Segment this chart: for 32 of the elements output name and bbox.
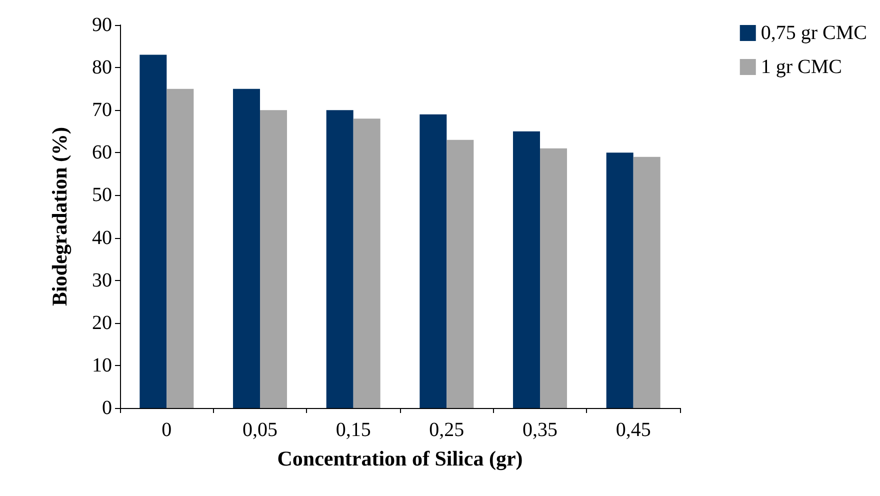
x-tick-label: 0,35 [522, 419, 558, 441]
y-tick-label: 60 [92, 142, 112, 164]
y-tick-label: 40 [92, 226, 112, 249]
legend-label: 1 gr CMC [760, 56, 842, 78]
bar [326, 110, 354, 408]
bar [353, 118, 380, 408]
y-tick-label: 20 [92, 312, 112, 334]
x-tick-label: 0,45 [616, 419, 651, 441]
bar [633, 156, 660, 408]
x-tick-label: 0,15 [336, 419, 371, 441]
bar [446, 140, 474, 408]
y-tick-label: 30 [92, 269, 112, 292]
bar [166, 88, 194, 408]
bar [260, 110, 287, 408]
bar [420, 114, 447, 408]
y-tick-label: 0 [102, 397, 112, 419]
y-tick-label: 70 [92, 99, 112, 122]
x-tick-label: 0,25 [429, 419, 464, 441]
x-tick-label: 0 [162, 419, 172, 441]
x-tick-label: 0,05 [242, 419, 278, 441]
bar [606, 152, 634, 408]
bar [513, 131, 540, 408]
bar [233, 88, 260, 408]
y-tick-label: 90 [92, 14, 112, 36]
bar [140, 54, 167, 408]
x-axis-title: Concentration of Silica (gr) [277, 446, 523, 470]
y-tick-label: 50 [92, 184, 112, 206]
y-tick-label: 10 [92, 354, 112, 376]
y-axis-title: Biodegradation (%) [48, 126, 72, 306]
y-tick-label: 80 [92, 56, 112, 79]
bar [540, 148, 567, 408]
legend-label: 0,75 gr CMC [760, 22, 867, 44]
